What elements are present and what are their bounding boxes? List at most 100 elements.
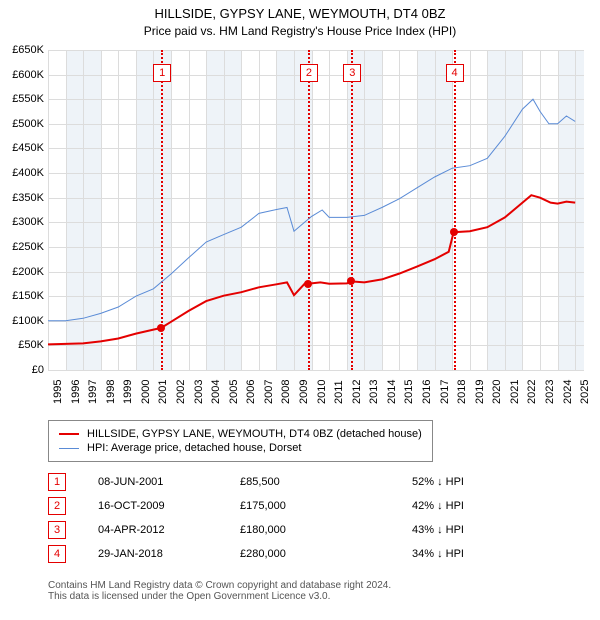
x-axis-label: 2009 [298, 380, 310, 404]
y-axis-label: £550K [2, 93, 44, 105]
y-axis-label: £600K [2, 69, 44, 81]
sales-row-index: 3 [48, 521, 66, 539]
sales-row: 3 04-APR-2012 £180,000 43% ↓ HPI [48, 518, 532, 542]
x-axis-label: 2016 [421, 380, 433, 404]
gridline-v [101, 50, 102, 370]
gridline-v [171, 50, 172, 370]
x-axis-label: 2004 [210, 380, 222, 404]
gridline-v [470, 50, 471, 370]
event-line [351, 50, 353, 370]
chart-plot-area: 1234 [48, 50, 584, 370]
x-axis-label: 2022 [526, 380, 538, 404]
x-axis-label: 2000 [140, 380, 152, 404]
gridline-h [48, 173, 584, 174]
gridline-h [48, 124, 584, 125]
sales-row-index: 4 [48, 545, 66, 563]
legend-item-property: HILLSIDE, GYPSY LANE, WEYMOUTH, DT4 0BZ … [59, 427, 422, 441]
legend-label-hpi: HPI: Average price, detached house, Dors… [87, 442, 301, 454]
y-axis-label: £250K [2, 241, 44, 253]
gridline-v [487, 50, 488, 370]
x-axis-label: 2007 [263, 380, 275, 404]
event-marker-box: 4 [446, 64, 464, 82]
legend-swatch-property [59, 433, 79, 435]
gridline-v [540, 50, 541, 370]
x-axis-label: 2008 [280, 380, 292, 404]
event-line [454, 50, 456, 370]
x-axis-label: 1995 [52, 380, 64, 404]
gridline-v [83, 50, 84, 370]
x-axis-label: 2001 [157, 380, 169, 404]
y-axis-label: £200K [2, 266, 44, 278]
gridline-v [382, 50, 383, 370]
gridline-v [48, 50, 49, 370]
y-axis-label: £150K [2, 290, 44, 302]
sales-row-date: 16-OCT-2009 [98, 500, 208, 512]
event-line [308, 50, 310, 370]
gridline-v [206, 50, 207, 370]
gridline-h [48, 370, 584, 371]
y-axis-label: £350K [2, 192, 44, 204]
x-axis-label: 1998 [105, 380, 117, 404]
gridline-h [48, 247, 584, 248]
y-axis-label: £0 [2, 364, 44, 376]
x-axis-label: 2023 [544, 380, 556, 404]
gridline-h [48, 296, 584, 297]
gridline-v [558, 50, 559, 370]
gridline-v [66, 50, 67, 370]
event-dot [450, 228, 458, 236]
altband [558, 50, 584, 370]
gridline-v [329, 50, 330, 370]
sales-row-date: 29-JAN-2018 [98, 548, 208, 560]
x-axis-label: 2017 [439, 380, 451, 404]
y-axis-label: £100K [2, 315, 44, 327]
x-axis-label: 2025 [579, 380, 591, 404]
y-axis-label: £50K [2, 339, 44, 351]
x-axis-label: 2012 [351, 380, 363, 404]
gridline-v [153, 50, 154, 370]
gridline-v [276, 50, 277, 370]
gridline-v [241, 50, 242, 370]
x-axis-label: 2014 [386, 380, 398, 404]
y-axis-label: £450K [2, 142, 44, 154]
gridline-h [48, 99, 584, 100]
gridline-h [48, 148, 584, 149]
x-axis-label: 2006 [245, 380, 257, 404]
y-axis-label: £400K [2, 167, 44, 179]
x-axis-label: 2011 [333, 380, 345, 404]
sales-row-delta: 52% ↓ HPI [412, 476, 532, 488]
sales-row: 429-JAN-2018£280,00034% ↓ HPI [48, 542, 532, 566]
sales-row-index: 2 [48, 497, 66, 515]
event-marker-box: 3 [343, 64, 361, 82]
gridline-h [48, 50, 584, 51]
gridline-h [48, 222, 584, 223]
gridline-v [364, 50, 365, 370]
gridline-h [48, 272, 584, 273]
x-axis-label: 2010 [316, 380, 328, 404]
gridline-v [399, 50, 400, 370]
x-axis-label: 1999 [122, 380, 134, 404]
x-axis-label: 2013 [368, 380, 380, 404]
sales-table: 108-JUN-2001£85,50052% ↓ HPI 2 16-OCT-2009… [48, 470, 532, 566]
x-axis-label: 1997 [87, 380, 99, 404]
x-axis-label: 2002 [175, 380, 187, 404]
gridline-v [224, 50, 225, 370]
sales-row-delta: 43% ↓ HPI [412, 524, 532, 536]
event-line [161, 50, 163, 370]
gridline-v [347, 50, 348, 370]
gridline-h [48, 345, 584, 346]
chart-title: HILLSIDE, GYPSY LANE, WEYMOUTH, DT4 0BZ [0, 6, 600, 21]
footer-attribution: Contains HM Land Registry data © Crown c… [48, 580, 391, 602]
gridline-v [522, 50, 523, 370]
sales-row-date: 04-APR-2012 [98, 524, 208, 536]
sales-row-price: £180,000 [240, 524, 380, 536]
x-axis-label: 2015 [403, 380, 415, 404]
gridline-v [575, 50, 576, 370]
gridline-v [417, 50, 418, 370]
sales-row-date: 08-JUN-2001 [98, 476, 208, 488]
legend-label-property: HILLSIDE, GYPSY LANE, WEYMOUTH, DT4 0BZ … [87, 428, 422, 440]
chart-subtitle: Price paid vs. HM Land Registry's House … [0, 24, 600, 38]
sales-row: 108-JUN-2001£85,50052% ↓ HPI [48, 470, 532, 494]
gridline-h [48, 321, 584, 322]
gridline-v [294, 50, 295, 370]
sales-row-price: £175,000 [240, 500, 380, 512]
